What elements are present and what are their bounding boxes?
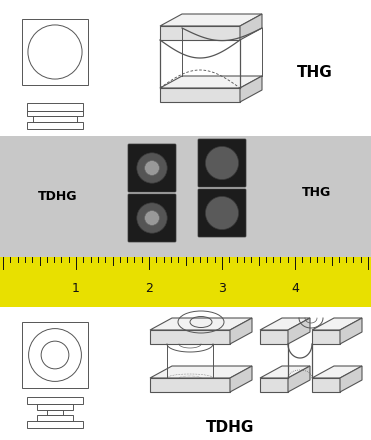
Polygon shape — [160, 76, 262, 88]
Circle shape — [206, 147, 239, 180]
Bar — [0, 136, 371, 307]
Polygon shape — [160, 14, 262, 26]
Polygon shape — [150, 378, 230, 392]
Text: THG: THG — [301, 186, 331, 198]
Polygon shape — [150, 330, 230, 344]
Bar — [27, 111, 83, 116]
Polygon shape — [340, 366, 362, 392]
Polygon shape — [240, 76, 262, 102]
Polygon shape — [312, 366, 362, 378]
Polygon shape — [160, 88, 240, 102]
Bar — [27, 421, 83, 428]
Bar — [22, 19, 88, 85]
Bar — [33, 116, 77, 122]
Bar — [47, 410, 63, 415]
Polygon shape — [150, 318, 252, 330]
Bar — [27, 122, 83, 129]
Text: 4: 4 — [291, 282, 299, 296]
Polygon shape — [260, 378, 288, 392]
Text: 1: 1 — [72, 282, 80, 296]
Polygon shape — [288, 318, 310, 344]
Polygon shape — [150, 366, 252, 378]
Polygon shape — [260, 330, 288, 344]
Bar — [27, 397, 83, 404]
Polygon shape — [288, 366, 310, 392]
Circle shape — [145, 211, 160, 225]
FancyBboxPatch shape — [198, 139, 246, 187]
Polygon shape — [340, 318, 362, 344]
Text: TDHG: TDHG — [38, 191, 78, 203]
Polygon shape — [240, 14, 262, 40]
Circle shape — [206, 196, 239, 230]
Polygon shape — [160, 26, 240, 40]
FancyBboxPatch shape — [128, 144, 176, 192]
Bar — [37, 415, 73, 421]
Polygon shape — [312, 378, 340, 392]
Polygon shape — [230, 366, 252, 392]
Circle shape — [137, 153, 167, 183]
Polygon shape — [230, 318, 252, 344]
FancyBboxPatch shape — [198, 189, 246, 237]
Polygon shape — [312, 330, 340, 344]
Bar — [22, 322, 88, 388]
Bar — [0, 257, 371, 307]
Text: 2: 2 — [145, 282, 153, 296]
Circle shape — [145, 161, 160, 176]
Polygon shape — [260, 318, 310, 330]
Bar — [37, 404, 73, 410]
Circle shape — [137, 203, 167, 233]
Text: 3: 3 — [218, 282, 226, 296]
FancyBboxPatch shape — [128, 194, 176, 242]
Polygon shape — [260, 366, 310, 378]
Polygon shape — [312, 318, 362, 330]
Text: THG: THG — [297, 65, 333, 80]
Bar — [27, 103, 83, 111]
Text: TDHG: TDHG — [206, 421, 254, 436]
